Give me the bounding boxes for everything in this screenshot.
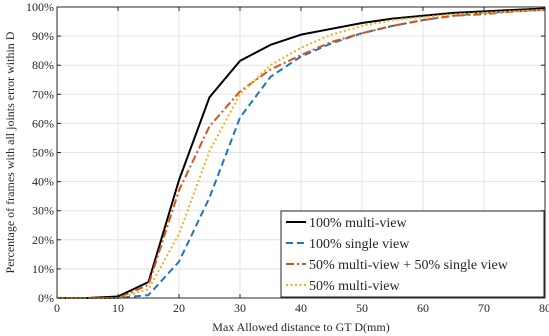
series-line bbox=[57, 8, 546, 299]
legend-label: 50% multi-view + 50% single view bbox=[309, 258, 509, 273]
x-tick-label: 0 bbox=[54, 301, 60, 315]
x-tick-label: 30 bbox=[234, 301, 246, 315]
x-tick-label: 10 bbox=[112, 301, 124, 315]
y-tick-label: 60% bbox=[32, 116, 54, 130]
y-tick-label: 30% bbox=[32, 204, 54, 218]
series-lines bbox=[57, 7, 546, 299]
y-axis-label: Percentage of frames with all joints err… bbox=[3, 31, 17, 273]
x-tick-label: 80 bbox=[539, 301, 549, 315]
x-axis-label: Max Allowed distance to GT D(mm) bbox=[212, 320, 389, 334]
y-tick-label: 0% bbox=[38, 291, 54, 305]
x-tick-label: 50 bbox=[356, 301, 368, 315]
legend-box bbox=[280, 210, 545, 298]
legend-label: 100% single view bbox=[309, 237, 410, 252]
y-tick-label: 20% bbox=[32, 233, 54, 247]
series-line bbox=[57, 7, 546, 299]
y-tick-label: 70% bbox=[32, 87, 54, 101]
x-tick-label: 70 bbox=[478, 301, 490, 315]
y-tick-label: 40% bbox=[32, 175, 54, 189]
y-tick-label: 80% bbox=[32, 58, 54, 72]
series-line bbox=[57, 8, 546, 299]
x-tick-label: 60 bbox=[417, 301, 429, 315]
y-tick-label: 90% bbox=[32, 29, 54, 43]
legend-label: 100% multi-view bbox=[309, 216, 407, 231]
legend: 100% multi-view 100% single view 50% multi… bbox=[280, 210, 545, 298]
y-tick-label: 50% bbox=[32, 146, 54, 160]
x-tick-label: 40 bbox=[295, 301, 307, 315]
tick-labels: 0 10 20 30 40 50 60 70 80 0% 10% 20% 30% 40% 50% 60% 70%… bbox=[26, 0, 549, 315]
x-tick-label: 20 bbox=[173, 301, 185, 315]
legend-label: 50% multi-view bbox=[309, 279, 400, 294]
y-tick-label: 100% bbox=[26, 0, 54, 14]
series-line bbox=[57, 8, 546, 299]
y-tick-label: 10% bbox=[32, 262, 54, 276]
